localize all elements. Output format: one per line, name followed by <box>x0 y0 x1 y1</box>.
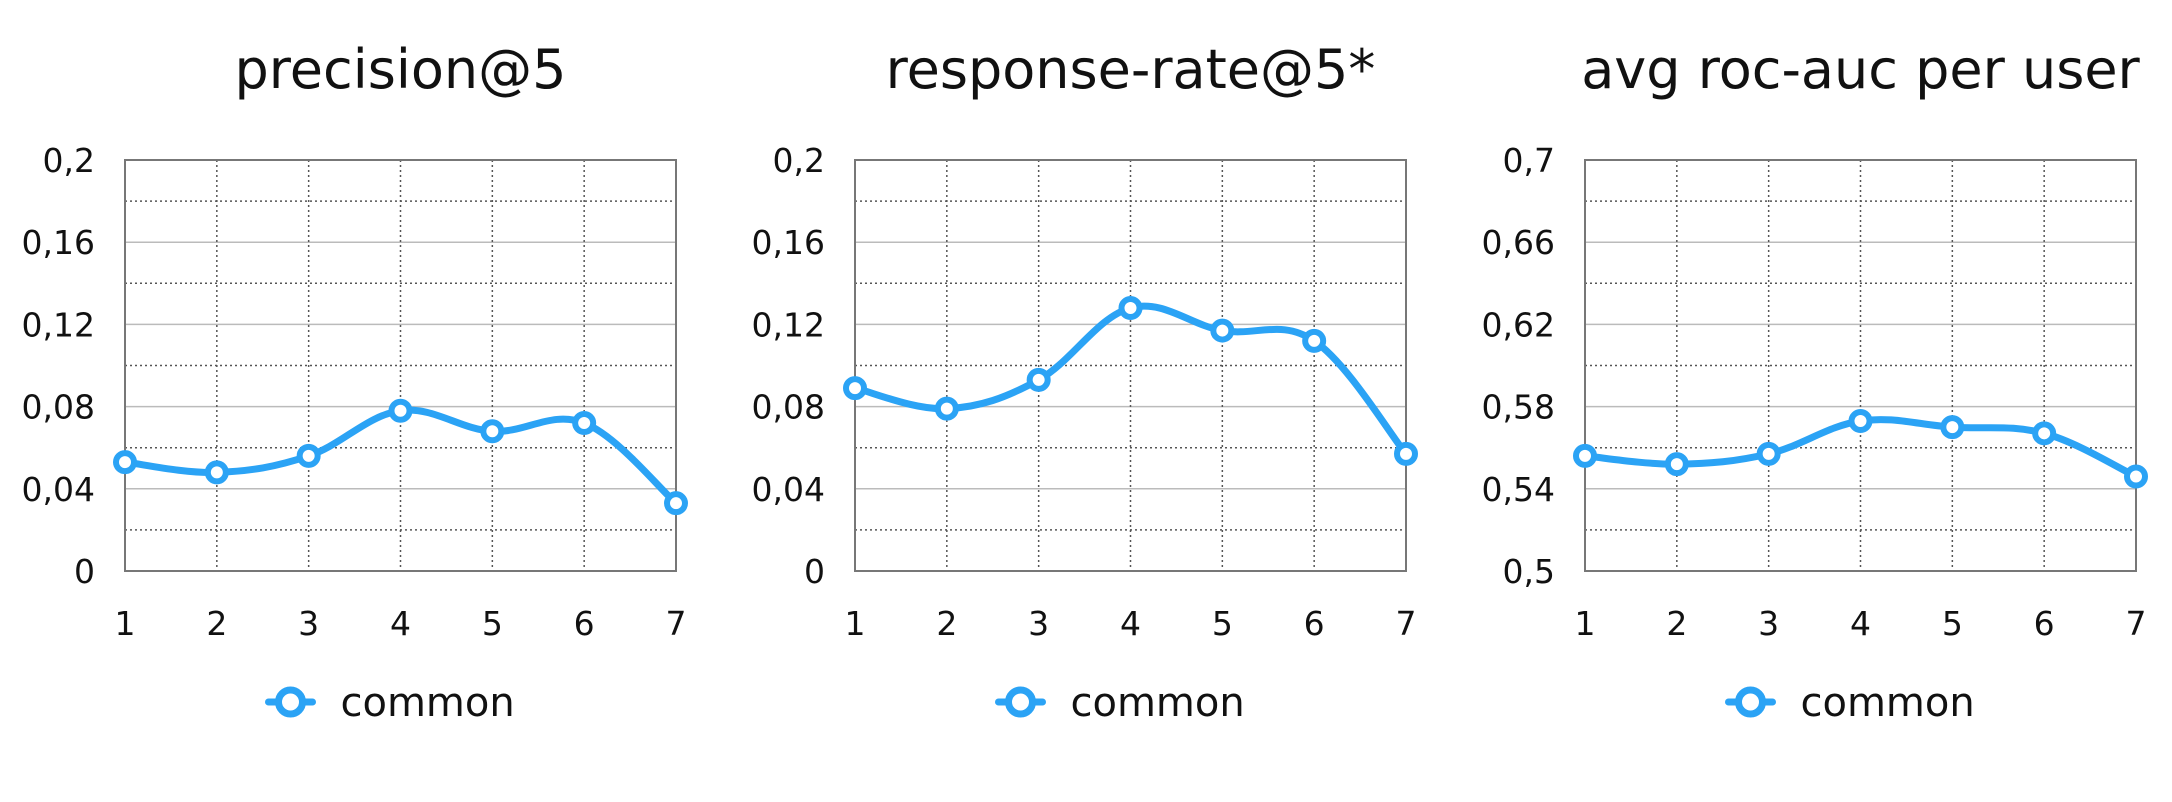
plot-frame <box>854 159 1407 572</box>
x-tick-label: 1 <box>115 604 136 643</box>
x-tick-label: 4 <box>390 604 411 643</box>
chart-title: response-rate@5* <box>886 38 1376 101</box>
y-tick-label: 0 <box>74 552 95 591</box>
x-tick-label: 5 <box>1942 604 1963 643</box>
chart-panel: precision@5 0 0,04 0,08 0,12 0,16 0,2 1 2 3 4 5 6 7 co… <box>22 38 688 726</box>
y-tick-label: 0,04 <box>752 470 825 509</box>
data-point <box>843 376 867 401</box>
data-point <box>2032 421 2057 446</box>
y-tick-label: 0,7 <box>1503 141 1555 180</box>
data-point <box>1210 318 1235 343</box>
chart-panel: response-rate@5* 0 0,04 0,08 0,12 0,16 0,2 1 2 3 4… <box>752 38 1418 726</box>
legend-swatch-marker <box>275 686 306 718</box>
chart-title: precision@5 <box>235 38 567 101</box>
x-tick-label: 3 <box>298 604 319 643</box>
x-tick-label: 7 <box>2126 604 2147 643</box>
plot-frame <box>124 159 677 572</box>
x-tick-label: 1 <box>845 604 866 643</box>
y-tick-label: 0,54 <box>1482 470 1555 509</box>
x-tick-label: 5 <box>482 604 503 643</box>
legend-swatch-marker <box>1735 686 1766 718</box>
data-point <box>1026 367 1051 392</box>
x-tick-label: 2 <box>206 604 227 643</box>
x-tick-label: 2 <box>936 604 957 643</box>
x-tick-label: 4 <box>1120 604 1141 643</box>
data-point <box>204 460 229 485</box>
legend-swatch-marker <box>1005 686 1036 718</box>
plot-frame <box>1584 159 2137 572</box>
data-point <box>388 398 413 423</box>
y-tick-label: 0,58 <box>1482 388 1555 427</box>
legend-label: common <box>341 680 515 726</box>
data-point <box>1848 408 1873 433</box>
y-tick-label: 0,04 <box>22 470 95 509</box>
x-tick-label: 4 <box>1850 604 1871 643</box>
y-tick-label: 0 <box>804 552 825 591</box>
data-point <box>1573 443 1597 468</box>
legend-label: common <box>1801 680 1975 726</box>
y-tick-label: 0,12 <box>22 305 95 344</box>
y-tick-label: 0,16 <box>752 223 825 262</box>
x-tick-label: 3 <box>1758 604 1779 643</box>
x-tick-label: 6 <box>574 604 595 643</box>
x-tick-label: 3 <box>1028 604 1049 643</box>
data-point <box>1302 328 1327 353</box>
y-tick-label: 0,2 <box>43 141 95 180</box>
data-point <box>664 491 688 516</box>
y-tick-label: 0,2 <box>773 141 825 180</box>
legend-label: common <box>1071 680 1245 726</box>
x-tick-label: 6 <box>1304 604 1325 643</box>
x-tick-label: 7 <box>1396 604 1417 643</box>
x-tick-label: 2 <box>1666 604 1687 643</box>
y-tick-label: 0,08 <box>22 388 95 427</box>
data-point <box>113 450 137 475</box>
x-tick-label: 6 <box>2034 604 2055 643</box>
chart-panel: avg roc-auc per user 0,5 0,54 0,58 0,62 0,66 0… <box>1482 38 2148 726</box>
x-tick-label: 1 <box>1575 604 1596 643</box>
data-point <box>572 411 597 436</box>
data-point <box>1118 295 1143 320</box>
data-point <box>1664 452 1689 477</box>
y-tick-label: 0,5 <box>1503 552 1555 591</box>
data-point <box>296 443 321 468</box>
data-point <box>2124 464 2148 489</box>
y-tick-label: 0,16 <box>22 223 95 262</box>
y-tick-label: 0,12 <box>752 305 825 344</box>
data-point <box>1940 415 1965 440</box>
data-point <box>1756 441 1781 466</box>
y-tick-label: 0,08 <box>752 388 825 427</box>
y-tick-label: 0,66 <box>1482 223 1555 262</box>
x-tick-label: 7 <box>666 604 687 643</box>
data-point <box>1394 441 1418 466</box>
x-tick-label: 5 <box>1212 604 1233 643</box>
y-tick-label: 0,62 <box>1482 305 1555 344</box>
data-point <box>934 396 959 421</box>
data-point <box>480 419 505 444</box>
chart-title: avg roc-auc per user <box>1581 38 2140 101</box>
